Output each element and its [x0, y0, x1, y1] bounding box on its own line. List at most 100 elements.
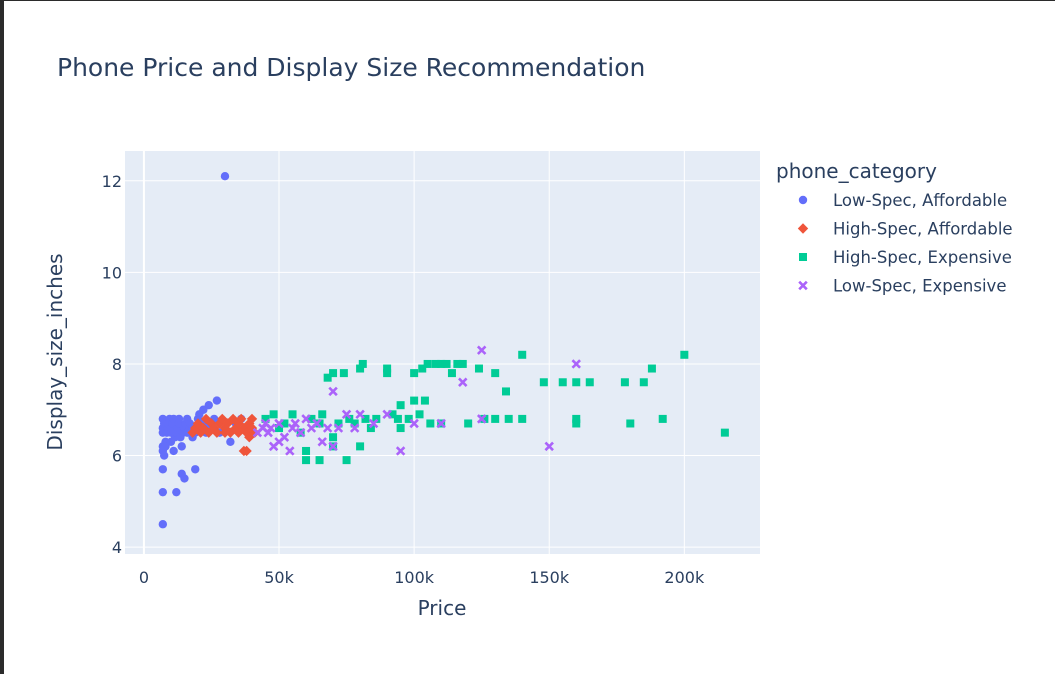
legend-item[interactable]: High-Spec, Affordable [797, 220, 1013, 239]
legend-marker [798, 280, 808, 291]
legend-label: High-Spec, Affordable [833, 220, 1013, 239]
data-point [383, 364, 392, 373]
legend-marker [798, 195, 808, 205]
data-point [350, 419, 359, 428]
data-point [317, 437, 327, 447]
data-point [274, 418, 284, 429]
window-top-border [0, 0, 1055, 1]
data-point [426, 419, 435, 428]
data-point [195, 427, 206, 438]
data-point [204, 400, 213, 410]
data-point [307, 414, 316, 423]
data-point [572, 414, 581, 423]
data-point [180, 474, 189, 483]
data-point [409, 418, 419, 429]
data-point [323, 373, 332, 382]
x-tick-label: 50k [264, 568, 294, 587]
data-point [658, 414, 667, 423]
legend-marker [799, 253, 807, 261]
data-point [226, 437, 235, 447]
data-point [680, 350, 689, 359]
data-point [349, 423, 360, 433]
data-point [383, 369, 392, 378]
x-tick-label: 200k [664, 568, 705, 587]
data-point [491, 369, 500, 378]
data-point [235, 413, 247, 425]
data-point [285, 446, 295, 456]
data-point [423, 359, 432, 368]
y-axis-ticks: 4 6 8 10 12 [102, 172, 122, 557]
data-point [287, 423, 298, 433]
legend-title: phone_category [776, 159, 937, 183]
data-point [290, 418, 300, 429]
data-point [626, 419, 635, 428]
data-point [464, 419, 473, 428]
data-point [356, 364, 365, 373]
data-point [169, 446, 178, 456]
x-tick-label: 0 [139, 568, 149, 587]
data-point [158, 487, 168, 497]
y-axis-title: Display_size_inches [43, 253, 67, 450]
y-tick-label: 10 [102, 263, 122, 282]
data-point [420, 396, 429, 405]
data-point [572, 419, 581, 428]
data-point [476, 345, 487, 355]
data-point [203, 427, 214, 438]
data-point [620, 378, 629, 387]
data-point [404, 414, 413, 423]
data-point [410, 396, 419, 405]
data-point [571, 359, 581, 369]
legend: phone_category Low-Spec, Affordable High-… [776, 159, 1013, 296]
y-tick-label: 8 [112, 355, 122, 374]
data-point [437, 359, 446, 368]
data-points [158, 171, 729, 529]
x-tick-label: 100k [394, 568, 435, 587]
data-point [275, 424, 284, 433]
legend-label: High-Spec, Expensive [833, 248, 1012, 267]
legend-item[interactable]: Low-Spec, Expensive [798, 277, 1006, 296]
data-point [187, 427, 198, 438]
data-point [458, 377, 468, 387]
data-point [447, 369, 456, 378]
data-point [158, 520, 168, 529]
series-diamond [187, 413, 260, 457]
data-point [415, 410, 424, 419]
plot-area[interactable] [125, 151, 760, 554]
data-point [504, 414, 513, 423]
data-point [442, 359, 451, 368]
data-point [318, 410, 327, 419]
data-point [585, 378, 594, 387]
data-point [476, 414, 487, 424]
data-point [212, 396, 222, 405]
data-point [491, 414, 500, 423]
data-point [230, 422, 241, 434]
data-point [315, 419, 324, 428]
data-point [302, 446, 311, 455]
data-point [396, 424, 405, 433]
data-point [177, 442, 186, 451]
data-point [266, 423, 276, 433]
data-point [238, 422, 250, 434]
data-point [261, 414, 270, 423]
data-point [558, 378, 567, 387]
data-point [211, 427, 223, 438]
data-point [431, 359, 440, 368]
data-point [368, 418, 379, 429]
data-point [382, 409, 392, 420]
data-point [334, 419, 343, 428]
legend-item[interactable]: Low-Spec, Affordable [798, 191, 1007, 210]
data-point [312, 418, 322, 429]
data-point [288, 410, 297, 419]
data-point [518, 350, 527, 359]
data-point [395, 446, 406, 456]
data-point [388, 410, 397, 419]
data-point [418, 364, 427, 373]
data-point [410, 369, 419, 378]
data-point [341, 409, 352, 420]
legend-item[interactable]: High-Spec, Expensive [799, 248, 1012, 267]
data-point [220, 171, 230, 181]
data-point [329, 369, 338, 378]
data-point [544, 441, 554, 452]
